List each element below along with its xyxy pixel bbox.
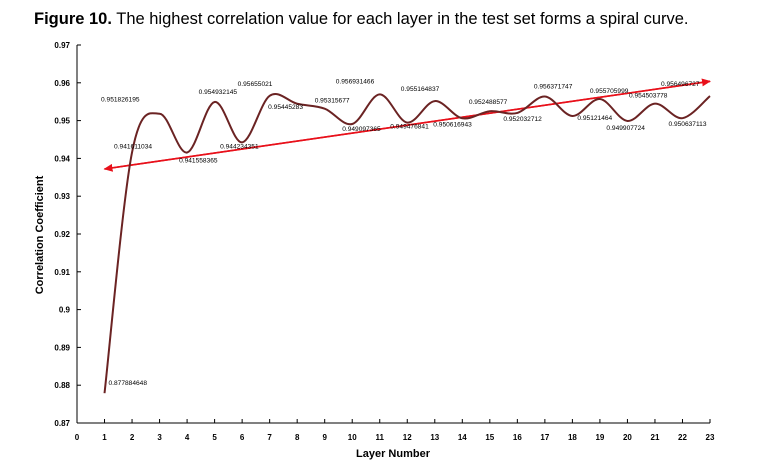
- data-label: 0.955164837: [401, 86, 440, 93]
- x-tick-label: 11: [376, 433, 385, 442]
- y-tick-label: 0.88: [54, 381, 70, 390]
- x-tick-label: 13: [430, 433, 439, 442]
- data-label: 0.951826195: [101, 97, 140, 104]
- data-label: 0.949476841: [390, 124, 429, 131]
- x-tick-label: 3: [157, 433, 162, 442]
- x-tick-label: 22: [678, 433, 687, 442]
- y-axis-title: Correlation Coefficient: [34, 175, 46, 294]
- figure-caption-text: The highest correlation value for each l…: [111, 10, 689, 28]
- data-label: 0.941558365: [179, 158, 218, 165]
- data-label: 0.954503778: [629, 93, 668, 100]
- x-tick-label: 18: [568, 433, 577, 442]
- x-axis-title: Layer Number: [356, 448, 431, 460]
- x-tick-label: 6: [240, 433, 245, 442]
- figure-label: Figure 10.: [34, 10, 112, 28]
- x-tick-label: 21: [651, 433, 660, 442]
- y-tick-label: 0.9: [59, 306, 71, 315]
- data-label: 0.95121464: [577, 115, 612, 122]
- data-label: 0.877884648: [109, 380, 148, 387]
- data-label: 0.95445283: [268, 104, 303, 111]
- data-label: 0.956931466: [336, 78, 375, 85]
- data-label: 0.95315677: [315, 98, 350, 105]
- y-tick-label: 0.91: [54, 268, 70, 277]
- x-tick-label: 7: [267, 433, 272, 442]
- data-label: 0.950637113: [668, 121, 706, 128]
- axes: 0.87 0.88 0.89 0.9 0.91 0.92 0.93 0.94 0.95 0.96 0…: [54, 41, 715, 442]
- trend-arrow: [104, 78, 711, 170]
- x-tick-label: 0: [75, 433, 80, 442]
- data-label: 0.949097365: [342, 126, 381, 133]
- data-label: 0.954932145: [199, 89, 238, 96]
- x-tick-label: 4: [185, 433, 190, 442]
- data-label: 0.95655021: [238, 81, 273, 88]
- y-tick-label: 0.92: [54, 230, 70, 239]
- y-tick-label: 0.97: [54, 41, 70, 50]
- x-tick-label: 9: [322, 433, 327, 442]
- data-label: 0.941611034: [114, 143, 152, 150]
- y-tick-label: 0.96: [54, 79, 70, 88]
- data-label: 0.956496727: [661, 81, 700, 88]
- y-tick-label: 0.93: [54, 192, 70, 201]
- data-label: 0.949907724: [606, 125, 645, 132]
- annotations: [103, 78, 711, 172]
- data-label: 0.955705999: [590, 88, 629, 95]
- data-label: 0.950616943: [433, 121, 472, 128]
- data-label: 0.952032712: [503, 116, 542, 123]
- series-line: [103, 93, 711, 394]
- x-tick-label: 15: [485, 433, 494, 442]
- y-tick-label: 0.89: [54, 343, 70, 352]
- x-tick-label: 23: [706, 433, 715, 442]
- x-tick-label: 8: [295, 433, 300, 442]
- x-tick-label: 16: [513, 433, 522, 442]
- x-tick-label: 19: [595, 433, 604, 442]
- data-label: 0.956371747: [534, 84, 573, 91]
- x-tick-label: 14: [458, 433, 467, 442]
- data-label: 0.944234351: [220, 143, 259, 150]
- y-tick-label: 0.94: [54, 154, 70, 163]
- data-series: [103, 93, 711, 394]
- data-labels: 0.877884648 0.941611034 0.951826195 0.94155…: [101, 78, 707, 387]
- figure-caption: Figure 10. The highest correlation value…: [34, 10, 689, 29]
- x-tick-label: 12: [403, 433, 412, 442]
- x-tick-label: 20: [623, 433, 632, 442]
- x-tick-label: 17: [540, 433, 549, 442]
- x-tick-label: 2: [130, 433, 135, 442]
- x-tick-label: 1: [102, 433, 107, 442]
- x-tick-label: 10: [348, 433, 357, 442]
- y-tick-label: 0.95: [54, 117, 70, 126]
- x-tick-label: 5: [212, 433, 217, 442]
- data-label: 0.952488577: [469, 99, 508, 106]
- y-tick-label: 0.87: [54, 419, 70, 428]
